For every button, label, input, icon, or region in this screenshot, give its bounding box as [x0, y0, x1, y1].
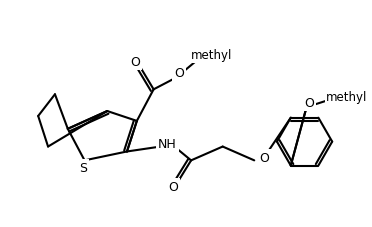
Text: O: O: [169, 180, 178, 193]
Text: O: O: [130, 56, 140, 69]
Text: S: S: [80, 161, 87, 174]
Text: O: O: [174, 67, 184, 80]
Text: methyl: methyl: [326, 90, 368, 103]
Text: O: O: [259, 151, 269, 164]
Text: O: O: [305, 96, 314, 109]
Text: methyl: methyl: [191, 49, 232, 62]
Text: NH: NH: [158, 138, 177, 151]
